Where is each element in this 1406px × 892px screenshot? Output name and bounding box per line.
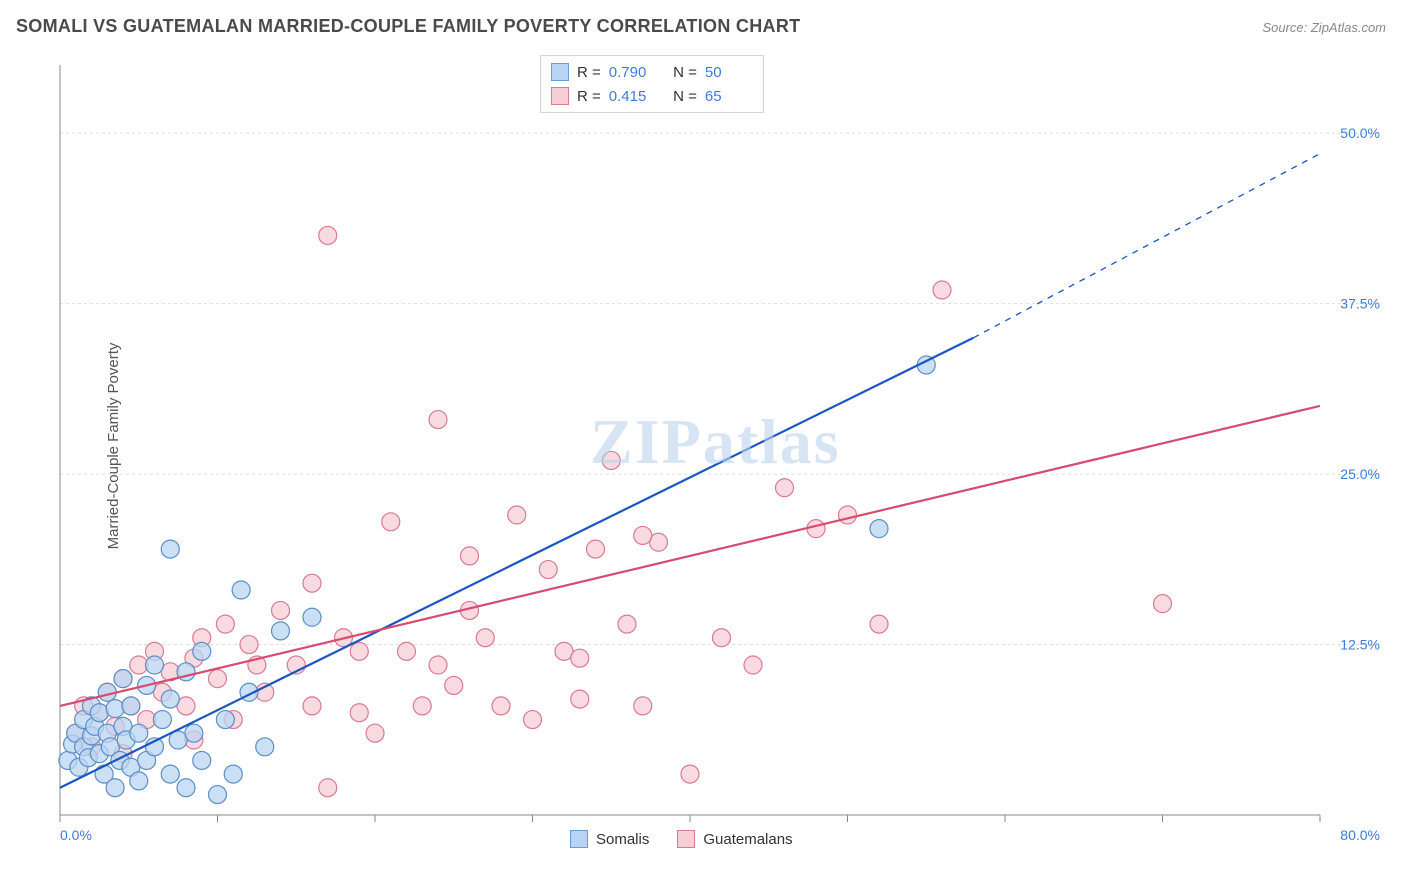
legend-swatch — [551, 63, 569, 81]
legend-r-key: R = — [577, 64, 601, 81]
legend-n-value: 50 — [705, 64, 753, 81]
legend-swatch — [570, 830, 588, 848]
correlation-legend: R = 0.790 N = 50R = 0.415 N = 65 — [540, 55, 764, 113]
legend-swatch — [551, 87, 569, 105]
y-tick-label: 25.0% — [1340, 466, 1380, 482]
scatter-plot: 12.5% 25.0% 37.5% 50.0% 0.0% 80.0% R = 0.790 … — [50, 55, 1390, 855]
legend-r-value: 0.415 — [609, 88, 657, 105]
x-tick-label: 0.0% — [60, 827, 92, 843]
legend-r-key: R = — [577, 88, 601, 105]
chart-title: SOMALI VS GUATEMALAN MARRIED-COUPLE FAMI… — [16, 16, 800, 37]
y-tick-label: 50.0% — [1340, 125, 1380, 141]
source-label: Source: ZipAtlas.com — [1262, 20, 1386, 35]
series-legend-label: Somalis — [596, 831, 649, 848]
y-tick-label: 12.5% — [1340, 637, 1380, 653]
legend-swatch — [677, 830, 695, 848]
correlation-legend-row: R = 0.415 N = 65 — [551, 84, 753, 108]
legend-n-key: N = — [665, 88, 697, 105]
series-legend-label: Guatemalans — [703, 831, 792, 848]
series-legend-item: Somalis — [570, 830, 649, 848]
legend-r-value: 0.790 — [609, 64, 657, 81]
series-legend: Somalis Guatemalans — [570, 830, 793, 848]
y-tick-label: 37.5% — [1340, 296, 1380, 312]
legend-n-key: N = — [665, 64, 697, 81]
series-legend-item: Guatemalans — [677, 830, 792, 848]
legend-n-value: 65 — [705, 88, 753, 105]
x-tick-label: 80.0% — [1340, 827, 1380, 843]
correlation-legend-row: R = 0.790 N = 50 — [551, 60, 753, 84]
chart-svg: 12.5% 25.0% 37.5% 50.0% 0.0% 80.0% — [50, 55, 1390, 855]
